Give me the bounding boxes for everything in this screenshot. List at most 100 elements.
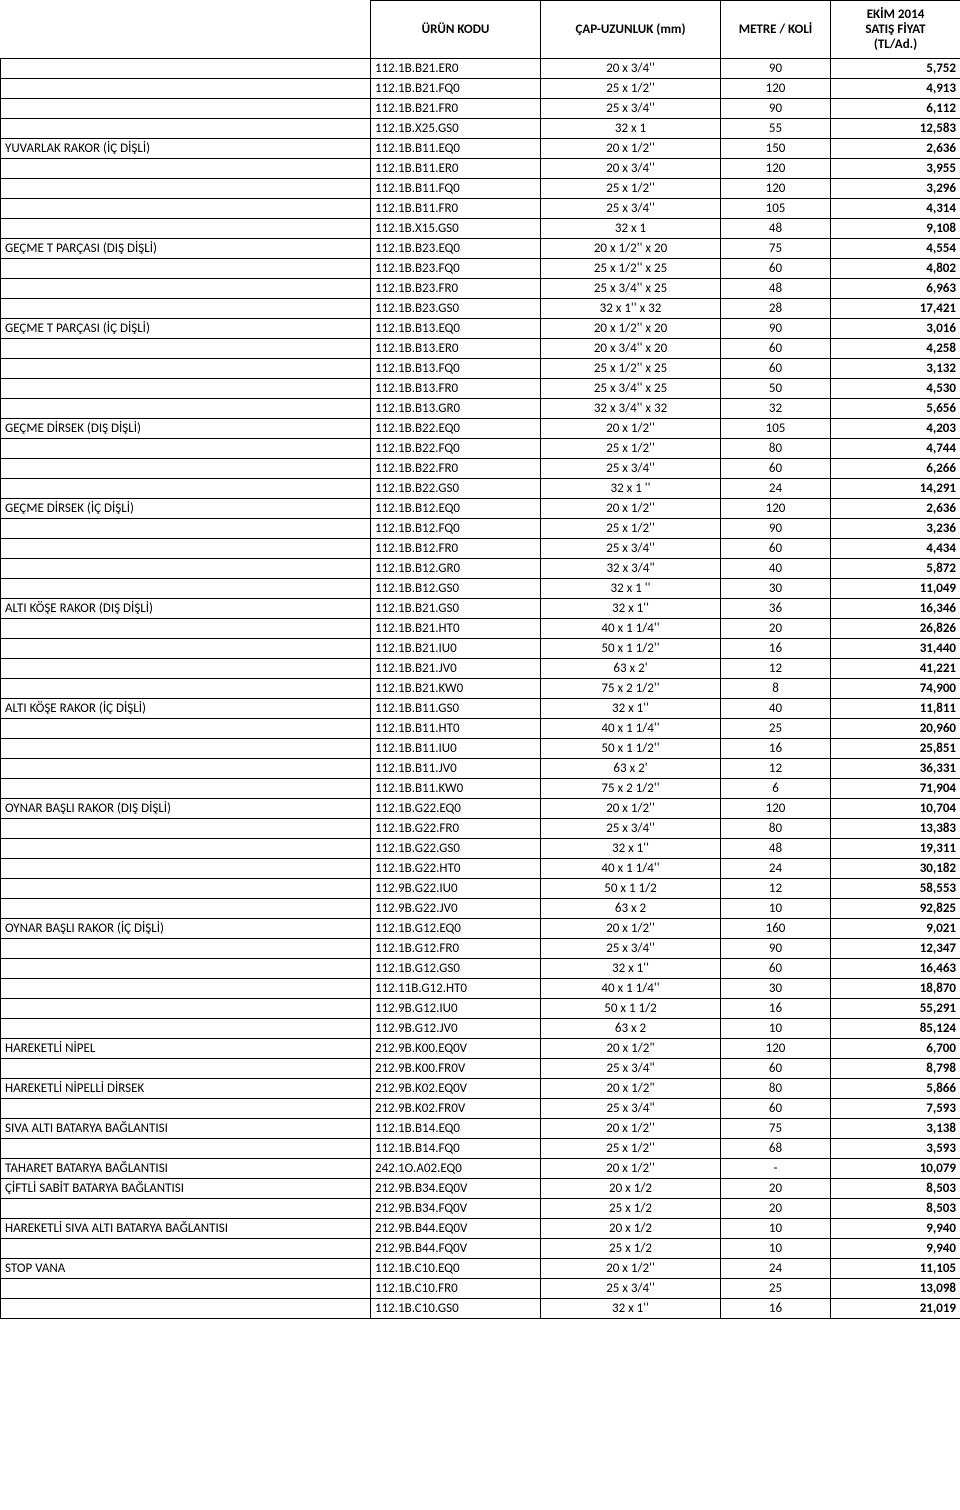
- cell-qty: 32: [721, 399, 831, 419]
- cell-price: 12,347: [831, 939, 960, 959]
- cell-code: 212.9B.K02.FR0V: [371, 1099, 541, 1119]
- table-row: ÇİFTLİ SABİT BATARYA BAĞLANTISI212.9B.B3…: [1, 1179, 960, 1199]
- cell-code: 112.1B.G22.EQ0: [371, 799, 541, 819]
- cell-desc: GEÇME T PARÇASI (DIŞ DİŞLİ): [1, 239, 371, 259]
- cell-desc: [1, 899, 371, 919]
- cell-dim: 25 x 1/2'': [541, 79, 721, 99]
- table-row: HAREKETLİ SIVA ALTI BATARYA BAĞLANTISI21…: [1, 1219, 960, 1239]
- cell-dim: 75 x 2 1/2'': [541, 779, 721, 799]
- cell-qty: 28: [721, 299, 831, 319]
- cell-desc: TAHARET BATARYA BAĞLANTISI: [1, 1159, 371, 1179]
- cell-dim: 20 x 3/4'' x 20: [541, 339, 721, 359]
- cell-dim: 40 x 1 1/4'': [541, 719, 721, 739]
- cell-desc: [1, 739, 371, 759]
- cell-code: 112.1B.B11.ER0: [371, 159, 541, 179]
- cell-desc: STOP VANA: [1, 1259, 371, 1279]
- cell-price: 74,900: [831, 679, 960, 699]
- cell-desc: [1, 259, 371, 279]
- cell-qty: 60: [721, 1059, 831, 1079]
- header-code: ÜRÜN KODU: [371, 1, 541, 59]
- cell-price: 26,826: [831, 619, 960, 639]
- cell-dim: 32 x 1 '': [541, 579, 721, 599]
- cell-desc: [1, 539, 371, 559]
- cell-qty: 120: [721, 159, 831, 179]
- cell-qty: 10: [721, 1219, 831, 1239]
- table-row: 112.1B.B12.GS032 x 1 ''3011,049: [1, 579, 960, 599]
- table-row: ALTI KÖŞE RAKOR (İÇ DİŞLİ)112.1B.B11.GS0…: [1, 699, 960, 719]
- cell-price: 13,383: [831, 819, 960, 839]
- cell-dim: 20 x 1/2'': [541, 919, 721, 939]
- cell-dim: 25 x 3/4'': [541, 459, 721, 479]
- cell-desc: [1, 159, 371, 179]
- cell-qty: 30: [721, 979, 831, 999]
- cell-desc: [1, 459, 371, 479]
- table-row: 112.9B.G12.IU050 x 1 1/21655,291: [1, 999, 960, 1019]
- cell-desc: [1, 99, 371, 119]
- cell-qty: 16: [721, 739, 831, 759]
- cell-dim: 63 x 2': [541, 659, 721, 679]
- cell-desc: ALTI KÖŞE RAKOR (İÇ DİŞLİ): [1, 699, 371, 719]
- cell-qty: 24: [721, 1259, 831, 1279]
- table-row: 112.1B.B11.JV063 x 2'1236,331: [1, 759, 960, 779]
- cell-dim: 20 x 1/2'': [541, 419, 721, 439]
- cell-desc: [1, 979, 371, 999]
- table-row: 112.9B.G22.IU050 x 1 1/21258,553: [1, 879, 960, 899]
- cell-price: 31,440: [831, 639, 960, 659]
- cell-qty: 80: [721, 439, 831, 459]
- cell-qty: 16: [721, 639, 831, 659]
- cell-qty: 25: [721, 1279, 831, 1299]
- cell-code: 112.1B.X25.GS0: [371, 119, 541, 139]
- cell-desc: [1, 619, 371, 639]
- table-row: OYNAR BAŞLI RAKOR (İÇ DİŞLİ)112.1B.G12.E…: [1, 919, 960, 939]
- cell-qty: 90: [721, 319, 831, 339]
- cell-price: 3,593: [831, 1139, 960, 1159]
- cell-price: 18,870: [831, 979, 960, 999]
- table-row: 112.1B.B11.KW075 x 2 1/2''671,904: [1, 779, 960, 799]
- table-row: 112.1B.C10.GS032 x 1''1621,019: [1, 1299, 960, 1319]
- table-row: 112.1B.C10.FR025 x 3/4''2513,098: [1, 1279, 960, 1299]
- cell-price: 25,851: [831, 739, 960, 759]
- cell-code: 112.1B.B21.GS0: [371, 599, 541, 619]
- cell-desc: [1, 1239, 371, 1259]
- cell-qty: 10: [721, 1239, 831, 1259]
- cell-price: 5,866: [831, 1079, 960, 1099]
- cell-price: 85,124: [831, 1019, 960, 1039]
- cell-qty: 20: [721, 619, 831, 639]
- cell-price: 4,258: [831, 339, 960, 359]
- cell-code: 112.1B.C10.GS0: [371, 1299, 541, 1319]
- cell-code: 112.1B.B14.FQ0: [371, 1139, 541, 1159]
- cell-dim: 50 x 1 1/2: [541, 879, 721, 899]
- cell-qty: 60: [721, 259, 831, 279]
- cell-desc: [1, 359, 371, 379]
- cell-qty: 75: [721, 1119, 831, 1139]
- cell-qty: 20: [721, 1179, 831, 1199]
- cell-code: 112.1B.B23.FQ0: [371, 259, 541, 279]
- cell-price: 10,704: [831, 799, 960, 819]
- cell-desc: GEÇME T PARÇASI (İÇ DİŞLİ): [1, 319, 371, 339]
- cell-dim: 63 x 2': [541, 759, 721, 779]
- cell-dim: 50 x 1 1/2'': [541, 739, 721, 759]
- cell-price: 3,955: [831, 159, 960, 179]
- cell-code: 112.1B.B21.KW0: [371, 679, 541, 699]
- cell-price: 2,636: [831, 139, 960, 159]
- cell-price: 9,940: [831, 1219, 960, 1239]
- cell-desc: [1, 939, 371, 959]
- cell-desc: [1, 1099, 371, 1119]
- table-row: 112.1B.B21.ER020 x 3/4''905,752: [1, 59, 960, 79]
- cell-qty: 150: [721, 139, 831, 159]
- table-row: 112.1B.G22.GS032 x 1''4819,311: [1, 839, 960, 859]
- table-row: 112.1B.B21.IU050 x 1 1/2''1631,440: [1, 639, 960, 659]
- table-row: HAREKETLİ NİPEL212.9B.K00.EQ0V20 x 1/2"1…: [1, 1039, 960, 1059]
- cell-dim: 25 x 1/2: [541, 1239, 721, 1259]
- cell-desc: [1, 439, 371, 459]
- cell-code: 112.1B.B22.FR0: [371, 459, 541, 479]
- cell-qty: 105: [721, 419, 831, 439]
- cell-dim: 50 x 1 1/2'': [541, 639, 721, 659]
- cell-desc: [1, 1019, 371, 1039]
- table-row: 112.9B.G12.JV063 x 21085,124: [1, 1019, 960, 1039]
- cell-qty: -: [721, 1159, 831, 1179]
- cell-dim: 32 x 3/4'' x 32: [541, 399, 721, 419]
- cell-price: 41,221: [831, 659, 960, 679]
- table-row: 112.1B.B13.GR032 x 3/4'' x 32325,656: [1, 399, 960, 419]
- cell-desc: OYNAR BAŞLI RAKOR (İÇ DİŞLİ): [1, 919, 371, 939]
